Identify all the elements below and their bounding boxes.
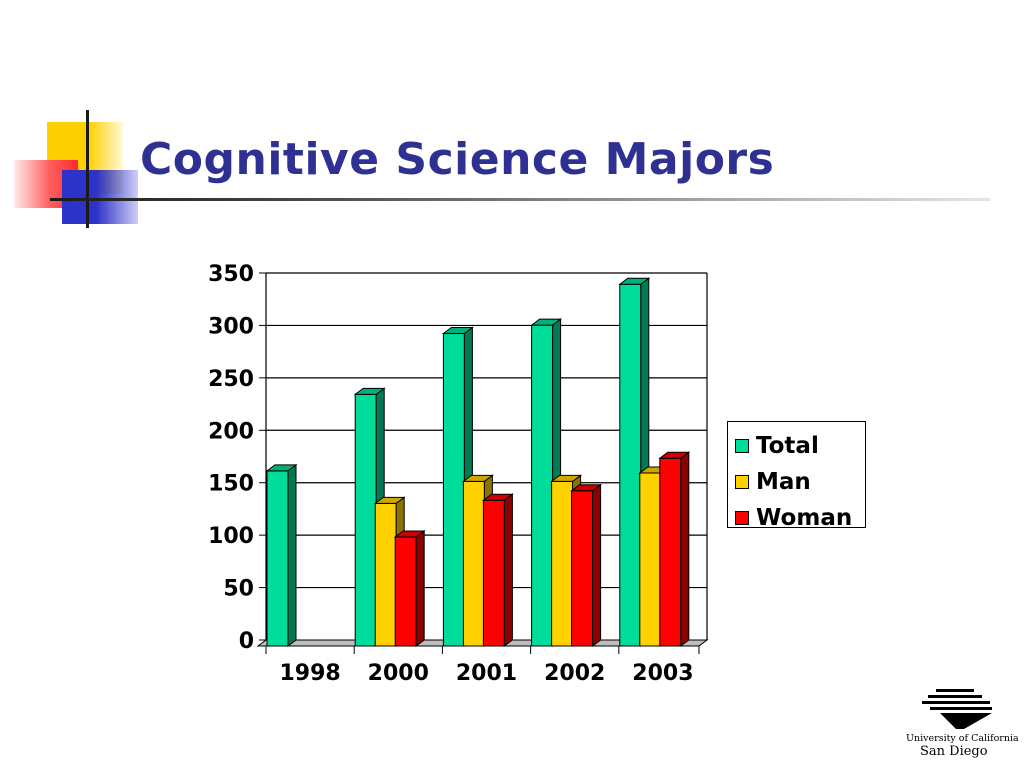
y-tick-label: 50: [223, 577, 254, 602]
bar-total-front: [266, 470, 289, 647]
bar-woman-front: [482, 499, 505, 647]
legend-item-total: Total: [735, 428, 865, 464]
y-tick-label: 200: [208, 419, 254, 444]
legend-swatch-woman: [735, 511, 749, 525]
bar-woman-top: [393, 530, 426, 538]
x-tick-label: 1998: [279, 661, 340, 686]
bar-woman-side: [415, 529, 425, 647]
bar-man-front: [374, 502, 397, 647]
bar-total-front: [531, 324, 554, 647]
bar-man-top: [550, 474, 583, 482]
bar-woman-side: [592, 483, 602, 647]
chart-legend: Total Man Woman: [727, 421, 866, 531]
x-tick-label: 2002: [544, 661, 605, 686]
decor-vertical-line: [86, 110, 89, 228]
y-tick-label: 150: [208, 472, 254, 497]
x-tick-label: 2001: [456, 661, 517, 686]
ucsd-trident-icon: [922, 689, 992, 729]
bar-woman-top: [658, 451, 691, 459]
legend-label-man: Man: [756, 469, 811, 495]
bar-woman-front: [571, 490, 594, 647]
bar-woman-front: [659, 457, 682, 647]
bar-total-top: [441, 327, 474, 335]
x-tick-label: 2000: [368, 661, 429, 686]
bar-total-front: [619, 283, 642, 647]
bar-total-top: [353, 387, 386, 395]
legend-item-woman: Woman: [735, 500, 865, 536]
bar-man-top: [373, 496, 406, 504]
bar-woman-top: [570, 484, 603, 492]
bar-total-front: [354, 393, 377, 647]
bar-total-side: [287, 463, 297, 647]
bar-total-front: [442, 333, 465, 647]
y-tick-label: 350: [208, 262, 254, 287]
x-tick-label: 2003: [632, 661, 693, 686]
legend-label-woman: Woman: [756, 505, 853, 531]
logo-line-1: University of California: [906, 733, 1019, 744]
decor-blue-square: [62, 170, 138, 224]
legend-swatch-man: [735, 475, 749, 489]
y-tick-label: 100: [208, 524, 254, 549]
bar-woman-side: [680, 451, 690, 647]
ucsd-logo: University of California San Diego: [900, 685, 1019, 760]
legend-item-man: Man: [735, 464, 865, 500]
legend-label-total: Total: [756, 433, 819, 459]
slide-title: Cognitive Science Majors: [140, 134, 775, 185]
bar-woman-side: [503, 493, 513, 647]
bar-total-top: [265, 464, 298, 472]
title-underline: [50, 198, 990, 201]
bar-woman-front: [394, 536, 417, 647]
y-tick-label: 300: [208, 314, 254, 339]
y-tick-label: 0: [239, 629, 254, 654]
bar-woman-top: [481, 493, 514, 501]
bar-man-front: [639, 472, 662, 647]
bar-total-top: [530, 318, 563, 326]
legend-swatch-total: [735, 439, 749, 453]
logo-line-2: San Diego: [920, 744, 988, 759]
bar-man-front: [551, 480, 574, 647]
y-tick-label: 250: [208, 367, 254, 392]
bar-total-top: [618, 277, 651, 285]
bar-man-front: [462, 480, 485, 647]
bar-man-top: [461, 474, 494, 482]
